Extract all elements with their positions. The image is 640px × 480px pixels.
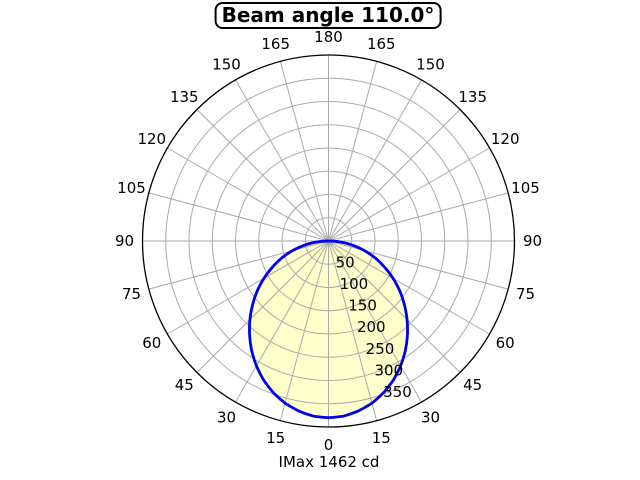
angle-tick-label: 45: [463, 376, 482, 394]
grid-spoke: [235, 240, 329, 403]
imax-label: IMax 1462 cd: [278, 453, 380, 471]
radial-tick-label: 50: [336, 254, 355, 272]
angle-tick-label: 165: [367, 35, 396, 53]
grid-spoke: [279, 61, 329, 242]
grid-spoke: [328, 240, 422, 403]
angle-tick-label: 30: [217, 409, 236, 427]
angle-tick-label: 165: [261, 35, 290, 53]
angle-tick-label: 135: [458, 88, 487, 106]
grid-spoke: [328, 109, 461, 242]
angle-tick-label: 120: [137, 130, 166, 148]
angle-tick-label: 150: [416, 55, 445, 73]
angle-tick-label: 105: [511, 179, 540, 197]
radial-tick-label: 100: [340, 275, 369, 293]
angle-tick-label: 60: [142, 334, 161, 352]
radial-tick-label: 350: [383, 383, 412, 401]
angle-tick-label: 15: [266, 429, 285, 447]
grid-spoke: [328, 79, 422, 242]
angle-tick-label: 30: [421, 409, 440, 427]
grid-spoke: [328, 240, 490, 335]
grid-spoke: [196, 240, 329, 373]
radial-tick-label: 200: [357, 318, 386, 336]
grid-spoke: [196, 109, 329, 242]
beam-curve: [248, 239, 409, 420]
grid-spoke: [235, 79, 329, 242]
grid-spoke: [148, 192, 329, 242]
grid-spoke: [167, 240, 329, 335]
angle-tick-label: 90: [115, 232, 134, 250]
grid-spoke: [279, 240, 329, 421]
radial-tick-label: 150: [348, 297, 377, 315]
angle-tick-label: 15: [372, 429, 391, 447]
grid-spoke: [328, 240, 461, 373]
angle-tick-label: 90: [523, 232, 542, 250]
outer-axis-circle: [141, 54, 516, 428]
angle-tick-label: 75: [122, 285, 141, 303]
angle-tick-label: 75: [516, 285, 535, 303]
grid-spoke: [328, 147, 490, 242]
angle-tick-label: 135: [170, 88, 199, 106]
chart-title-box: Beam angle 110.0°: [214, 2, 442, 29]
angle-tick-label: 120: [491, 130, 520, 148]
radial-tick-label: 250: [366, 340, 395, 358]
grid-spoke: [167, 147, 329, 242]
chart-title: Beam angle 110.0°: [221, 3, 435, 27]
angle-tick-label: 150: [212, 55, 241, 73]
angle-tick-label: 180: [314, 28, 343, 46]
radial-tick-label: 300: [374, 361, 403, 379]
grid-spoke: [328, 61, 378, 242]
angle-tick-label: 60: [496, 334, 515, 352]
grid-spoke: [328, 192, 509, 242]
angle-tick-label: 0: [324, 436, 334, 454]
angle-tick-label: 45: [175, 376, 194, 394]
grid-spoke: [328, 240, 378, 421]
angle-tick-label: 105: [117, 179, 146, 197]
